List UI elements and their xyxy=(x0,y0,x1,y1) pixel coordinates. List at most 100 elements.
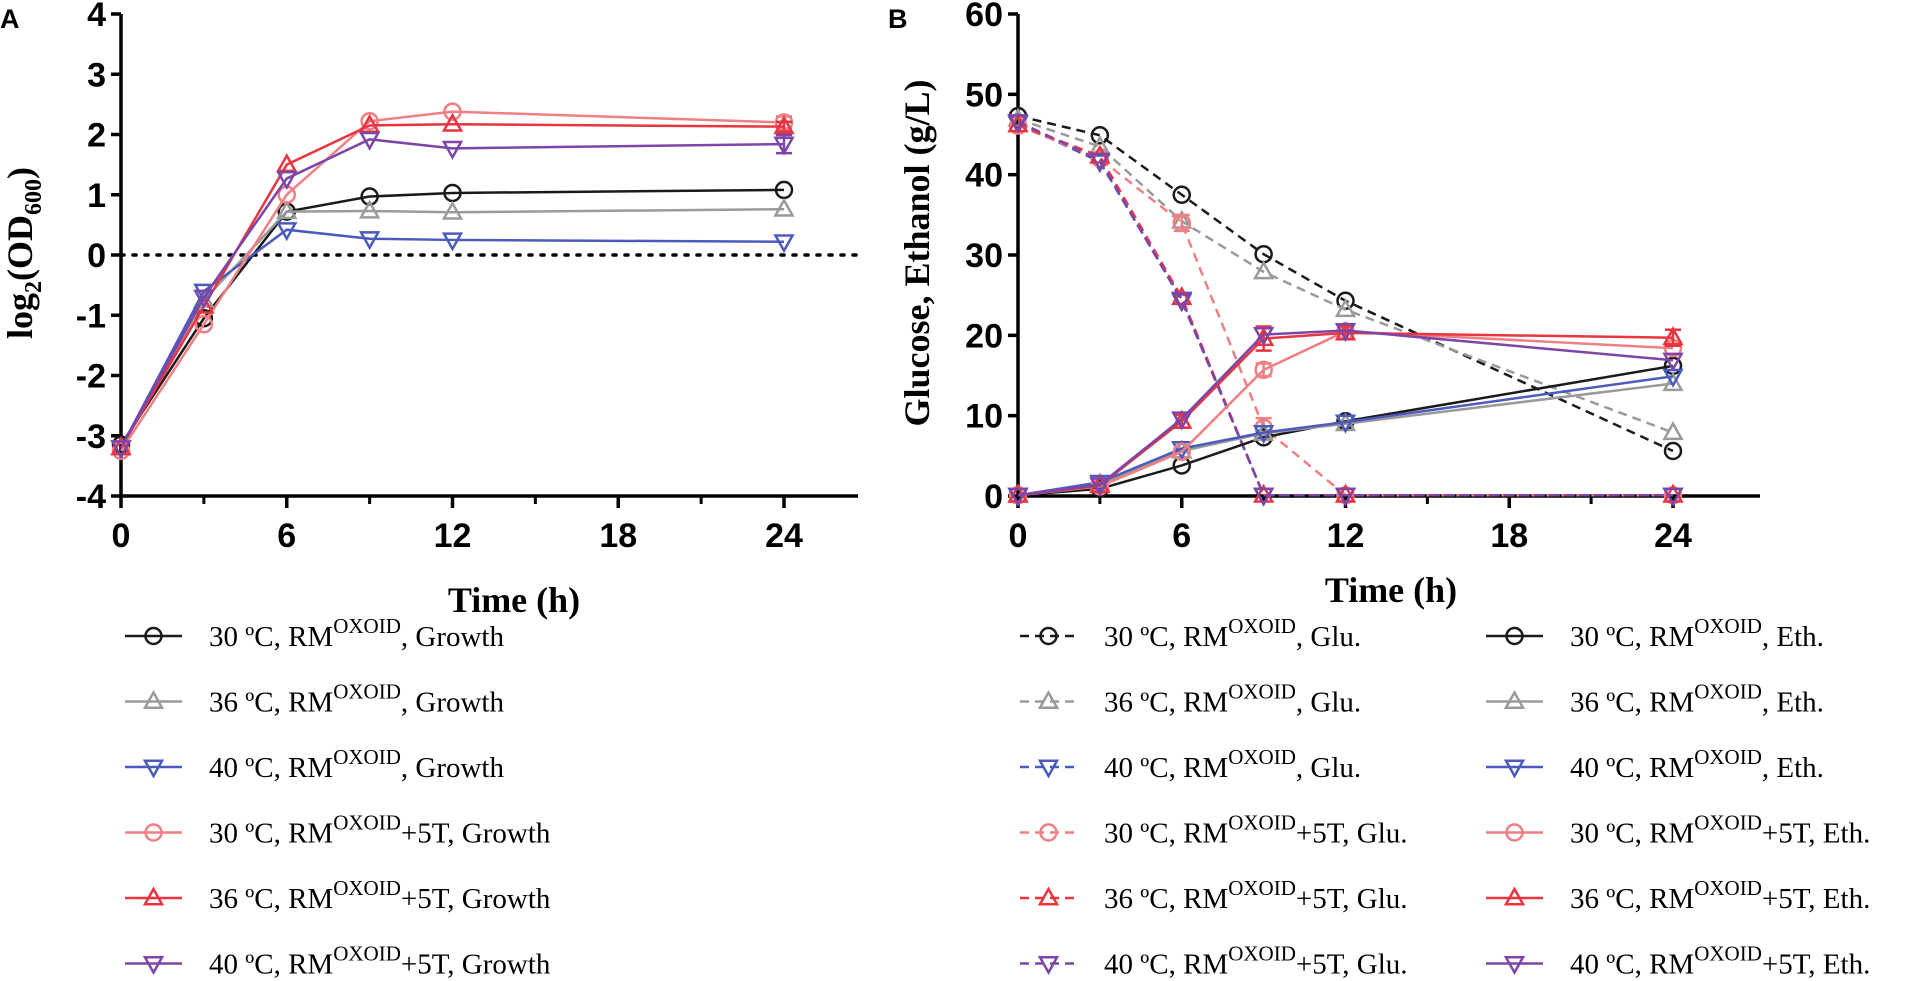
legend-entry: 36 ºC, RMOXOID+5T, Eth. xyxy=(1486,876,1870,915)
legend-entry: 40 ºC, RMOXOID, Growth xyxy=(125,745,504,784)
y-tick-label: 20 xyxy=(965,317,1003,355)
series-line xyxy=(1017,375,1674,497)
legend-marker xyxy=(1037,689,1060,710)
legend-entry: 36 ºC, RMOXOID+5T, Growth xyxy=(125,876,551,915)
x-tick-label: 0 xyxy=(112,517,131,555)
series-line xyxy=(119,188,785,446)
data-point xyxy=(1172,442,1191,462)
data-point xyxy=(1252,483,1275,503)
legend-label: 30 ºC, RMOXOID+5T, Eth. xyxy=(1570,811,1870,850)
data-point xyxy=(773,197,795,217)
data-point xyxy=(1252,424,1275,445)
panel-b-legend: 30 ºC, RMOXOID, Glu. 36 ºC, RMOXOID, Glu.… xyxy=(1020,614,1870,981)
data-point xyxy=(1662,352,1684,372)
legend-marker xyxy=(1037,759,1060,779)
legend-entry: 36 ºC, RMOXOID, Growth xyxy=(125,680,504,719)
legend-marker xyxy=(142,955,165,976)
x-tick-label: 24 xyxy=(1654,517,1692,555)
panel-b: B 0 10 20 30 40 50 60 0 6 12 18 24 Glucose, Ethanol… xyxy=(888,0,1870,981)
legend-entry: 30 ºC, RMOXOID, Eth. xyxy=(1486,614,1824,653)
panel-b-letter: B xyxy=(888,4,908,34)
legend-entry: 40 ºC, RMOXOID+5T, Growth xyxy=(125,942,551,981)
y-tick-label: 10 xyxy=(965,398,1003,436)
legend-label: 30 ºC, RMOXOID, Eth. xyxy=(1570,614,1824,653)
legend-entry: 30 ºC, RMOXOID+5T, Glu. xyxy=(1020,811,1408,850)
data-point xyxy=(276,153,298,173)
data-point xyxy=(1171,293,1193,313)
data-point xyxy=(443,102,462,121)
data-point xyxy=(1090,149,1110,168)
legend-marker xyxy=(142,886,165,906)
data-point xyxy=(773,136,795,156)
data-point xyxy=(1090,126,1110,145)
series-line xyxy=(1017,329,1674,497)
legend-label: 40 ºC, RMOXOID, Eth. xyxy=(1570,745,1824,784)
legend-marker xyxy=(142,689,165,710)
data-point xyxy=(1252,487,1275,507)
legend-marker xyxy=(1039,626,1058,646)
x-tick-label: 6 xyxy=(1172,517,1191,555)
legend-marker xyxy=(1039,823,1058,842)
legend-label: 36 ºC, RMOXOID+5T, Growth xyxy=(209,876,551,915)
data-point xyxy=(1662,326,1684,346)
data-point xyxy=(276,222,298,242)
data-point xyxy=(1662,371,1684,392)
legend-label: 40 ºC, RMOXOID, Growth xyxy=(209,745,504,784)
legend-marker xyxy=(1505,823,1524,842)
x-tick-label: 12 xyxy=(434,517,472,555)
data-point xyxy=(441,200,464,220)
data-point xyxy=(110,440,132,460)
y-tick-label: 4 xyxy=(87,0,106,34)
legend-marker xyxy=(144,823,163,842)
panel-b-y-axis-title: Glucose, Ethanol (g/L) xyxy=(897,79,937,426)
y-tick-label: 0 xyxy=(984,478,1003,516)
series-40c-growth xyxy=(110,222,795,460)
legend-marker xyxy=(144,626,163,646)
y-tick-label: 0 xyxy=(87,237,106,275)
data-point xyxy=(110,436,132,456)
data-point xyxy=(1334,487,1357,507)
data-point xyxy=(441,232,464,252)
legend-label: 30 ºC, RMOXOID+5T, Growth xyxy=(209,811,551,850)
legend-entry: 40 ºC, RMOXOID, Eth. xyxy=(1486,745,1824,784)
x-tick-label: 6 xyxy=(277,517,296,555)
y-tick-label: 50 xyxy=(965,76,1003,114)
data-point xyxy=(1334,414,1357,434)
legend-label: 36 ºC, RMOXOID, Glu. xyxy=(1104,680,1361,719)
data-point xyxy=(360,111,379,131)
y-tick-label: 3 xyxy=(87,56,106,94)
data-point xyxy=(1662,487,1684,507)
legend-label: 36 ºC, RMOXOID+5T, Eth. xyxy=(1570,876,1870,915)
legend-entry: 30 ºC, RMOXOID, Glu. xyxy=(1020,614,1361,653)
panel-a-letter: A xyxy=(0,4,20,34)
data-point xyxy=(1334,483,1357,503)
series-30c-glu xyxy=(1008,106,1683,461)
legend-entry: 40 ºC, RMOXOID+5T, Eth. xyxy=(1486,942,1870,981)
legend-entry: 40 ºC, RMOXOID, Glu. xyxy=(1020,745,1361,784)
legend-marker xyxy=(1503,759,1526,779)
series-line xyxy=(1017,120,1673,497)
legend-label: 30 ºC, RMOXOID+5T, Glu. xyxy=(1104,811,1408,850)
legend-label: 40 ºC, RMOXOID, Glu. xyxy=(1104,745,1361,784)
y-tick-label: 40 xyxy=(965,157,1003,195)
series-40c-5t-eth xyxy=(1007,322,1684,507)
series-40c-5t-glu xyxy=(1007,114,1684,507)
legend-marker xyxy=(1503,955,1526,976)
legend-entry: 36 ºC, RMOXOID, Eth. xyxy=(1486,680,1824,719)
legend-label: 40 ºC, RMOXOID+5T, Glu. xyxy=(1104,942,1408,981)
y-tick-label: 1 xyxy=(87,177,106,215)
series-line xyxy=(1017,122,1673,497)
series-line xyxy=(119,123,785,449)
legend-label: 36 ºC, RMOXOID, Eth. xyxy=(1570,680,1824,719)
data-point xyxy=(1662,483,1684,503)
data-point xyxy=(1171,411,1193,431)
data-point xyxy=(441,112,464,132)
y-tick-label: 2 xyxy=(87,117,106,155)
y-tick-label: 60 xyxy=(965,0,1003,34)
data-point xyxy=(773,115,795,135)
x-tick-label: 18 xyxy=(599,517,637,555)
data-point xyxy=(1252,260,1275,280)
data-point xyxy=(1662,420,1684,441)
data-point xyxy=(276,200,298,220)
